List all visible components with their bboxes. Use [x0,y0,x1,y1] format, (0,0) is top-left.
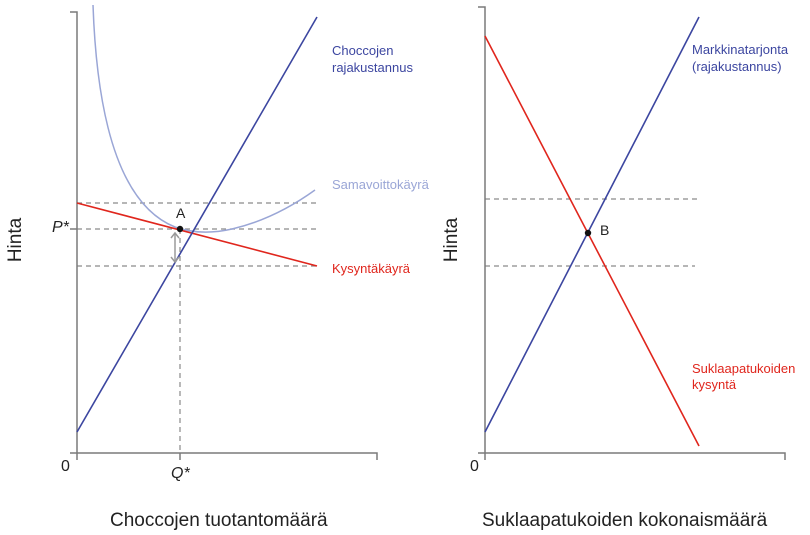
market-demand-label-line1: Suklaapatukoiden [692,361,796,376]
price-markup-double-arrow [170,231,180,264]
qstar-label: Q* [171,465,190,482]
supply-label-line1: Markkinatarjonta [692,42,789,57]
mc-label-line1: Choccojen [332,43,394,58]
left-mc-line [76,16,318,433]
right-x-axis-title: Suklaapatukoiden kokonaismäärä [482,510,768,531]
left-y-axis [70,11,78,453]
right-origin-label: 0 [470,458,479,475]
left-origin-label: 0 [61,458,70,475]
supply-label-line2: (rajakustannus) [692,59,782,74]
right-y-axis [478,6,486,453]
left-x-axis-title: Choccojen tuotantomäärä [110,510,328,531]
left-demand-label: Kysyntäkäyrä [332,261,411,276]
right-x-axis [478,452,786,460]
market-supply-line [484,16,700,433]
left-demand-line [76,202,318,267]
left-y-axis-title: Hinta [5,217,27,263]
isoprofit-curve [92,4,316,233]
right-y-axis-title: Hinta [441,217,463,263]
right-chart [478,6,786,460]
point-b-marker [584,229,592,237]
mc-label-line2: rajakustannus [332,60,413,75]
market-demand-label-line2: kysyntä [692,377,737,392]
point-b-label: B [600,222,610,238]
left-x-axis [70,452,378,460]
left-chart [70,4,378,460]
market-demand-line [484,35,700,447]
point-a-label: A [176,205,186,221]
isoprofit-label: Samavoittokäyrä [332,177,429,192]
point-a-marker [176,225,184,233]
pstar-label: P* [52,219,69,236]
